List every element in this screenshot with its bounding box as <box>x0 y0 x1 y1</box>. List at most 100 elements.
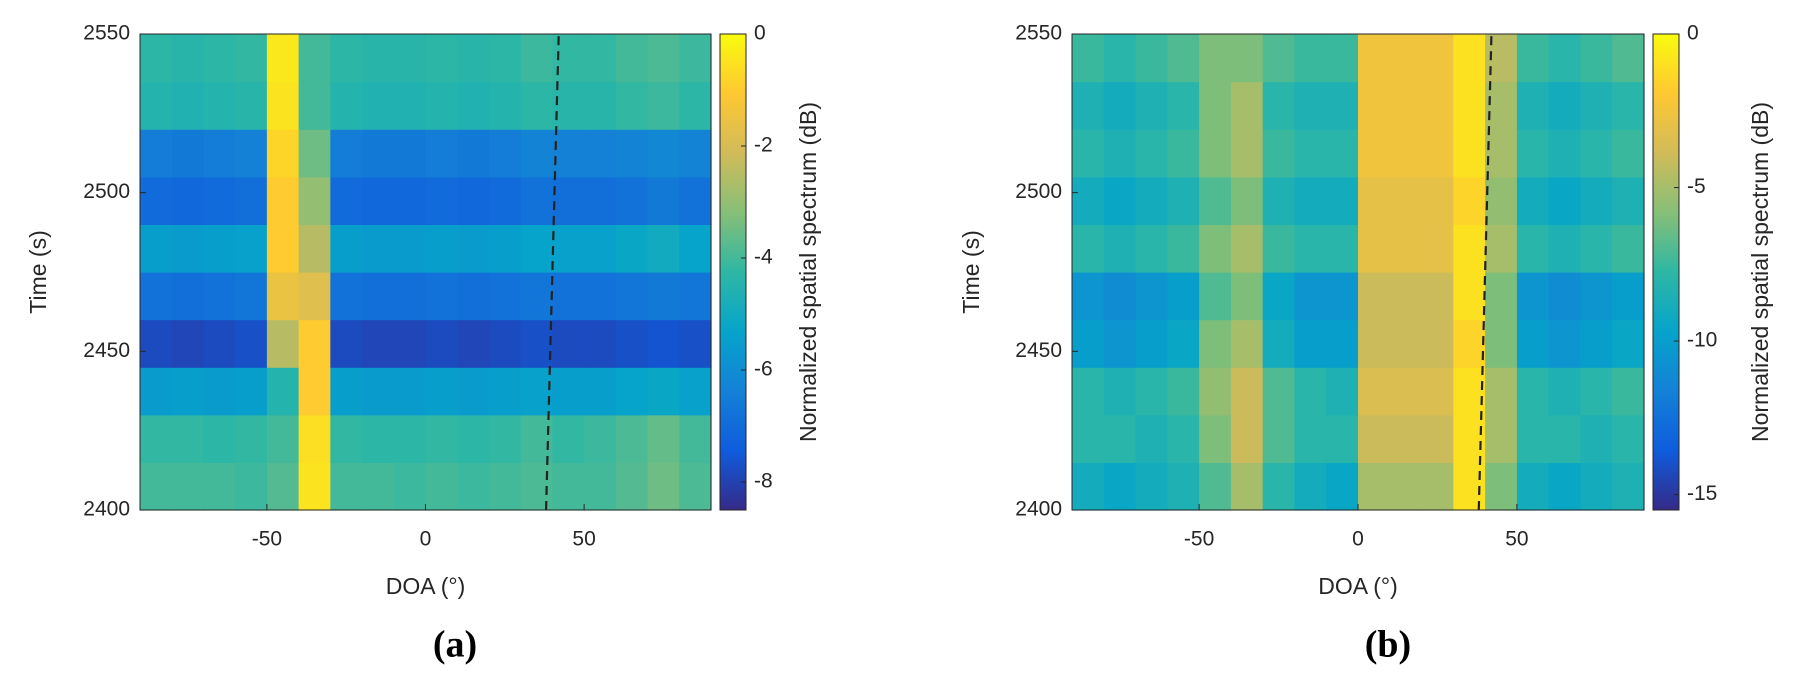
heatmap-cell <box>1389 462 1423 511</box>
heatmap-cell <box>1135 367 1168 416</box>
heatmap-cell <box>140 367 173 416</box>
x-axis-label: DOA (°) <box>1318 573 1397 599</box>
colorbar <box>1652 33 1680 511</box>
heatmap-cell <box>584 34 617 83</box>
heatmap-cell <box>330 367 363 416</box>
heatmap-cell <box>1358 462 1391 511</box>
heatmap-cell <box>235 367 268 416</box>
heatmap-cell <box>1326 81 1359 130</box>
heatmap-cell <box>615 34 649 83</box>
heatmap-cell <box>1103 414 1137 463</box>
heatmap-cell <box>1294 272 1327 321</box>
heatmap-cell <box>488 129 522 178</box>
heatmap-cell <box>1516 367 1550 416</box>
heatmap-cell <box>1453 224 1486 273</box>
heatmap-cell <box>1358 224 1391 273</box>
heatmap-cell <box>393 462 427 511</box>
heatmap-cell <box>488 414 522 463</box>
heatmap-cell <box>235 81 268 130</box>
heatmap-cell <box>1612 367 1645 416</box>
x-tick-label: -50 <box>252 528 282 551</box>
heatmap-cell <box>679 224 712 273</box>
heatmap-cell <box>298 224 331 273</box>
heatmap-cell <box>1389 319 1423 368</box>
heatmap-cell <box>647 81 680 130</box>
heatmap-cell <box>679 319 712 368</box>
heatmap-cell <box>1294 414 1327 463</box>
heatmap-cell <box>1294 367 1327 416</box>
heatmap-cell <box>679 81 712 130</box>
heatmap-cell <box>1167 462 1200 511</box>
heatmap-cell <box>584 176 617 225</box>
heatmap-cell <box>425 129 458 178</box>
heatmap-cell <box>298 462 331 511</box>
heatmap-cell <box>1326 272 1359 321</box>
heatmap-cell <box>1389 272 1423 321</box>
heatmap-cell <box>1389 34 1423 83</box>
heatmap-cell <box>1230 414 1264 463</box>
heatmap-cell <box>362 81 395 130</box>
heatmap-cell <box>1294 224 1327 273</box>
heatmap-cell <box>1389 81 1423 130</box>
heatmap-cell <box>1485 129 1518 178</box>
heatmap-cell <box>266 81 300 130</box>
heatmap-cell <box>171 367 205 416</box>
heatmap-cell <box>1421 224 1454 273</box>
heatmap-cell <box>1516 224 1550 273</box>
heatmap-cell <box>298 34 331 83</box>
heatmap-cell <box>1548 272 1582 321</box>
heatmap-cell <box>1485 414 1518 463</box>
heatmap-cell <box>1548 34 1582 83</box>
heatmap-cell <box>1135 129 1168 178</box>
heatmap-cell <box>1389 367 1423 416</box>
heatmap-cell <box>1453 414 1486 463</box>
heatmap-cell <box>1135 81 1168 130</box>
heatmap-cell <box>1580 367 1613 416</box>
heatmap-cell <box>1072 414 1105 463</box>
y-axis-label: Time (s) <box>25 230 51 313</box>
heatmap-cell <box>1548 176 1582 225</box>
heatmap-cell <box>1326 176 1359 225</box>
heatmap-cell <box>1389 176 1423 225</box>
heatmap-cell <box>425 414 458 463</box>
heatmap-cell <box>1262 129 1296 178</box>
heatmap-cell <box>1072 176 1105 225</box>
heatmap-cell <box>266 319 300 368</box>
heatmap-cell <box>647 176 680 225</box>
heatmap-cell <box>552 462 585 511</box>
heatmap-cell <box>1199 272 1232 321</box>
heatmap-cell <box>584 462 617 511</box>
y-tick-label: 2500 <box>83 180 130 203</box>
colorbar <box>719 33 747 511</box>
heatmap-cell <box>457 462 490 511</box>
heatmap-cell <box>1262 414 1296 463</box>
heatmap-cell <box>1103 319 1137 368</box>
heatmap-cell <box>1072 462 1105 511</box>
heatmap-cell <box>203 462 236 511</box>
heatmap-cell <box>203 81 236 130</box>
heatmap-cell <box>552 224 585 273</box>
heatmap-cell <box>266 129 300 178</box>
heatmap-cell <box>1358 272 1391 321</box>
heatmap-cell <box>584 319 617 368</box>
heatmap-cell <box>520 129 553 178</box>
heatmap-cell <box>647 224 680 273</box>
heatmap-cell <box>1167 224 1200 273</box>
heatmap-cell <box>647 367 680 416</box>
heatmap-cell <box>1358 176 1391 225</box>
reference-line <box>544 33 560 511</box>
heatmap-cell <box>266 34 300 83</box>
heatmap-cell <box>1453 81 1486 130</box>
heatmap-cell <box>330 414 363 463</box>
heatmap-cell <box>584 414 617 463</box>
heatmap-cell <box>1516 176 1550 225</box>
heatmap-cell <box>1580 224 1613 273</box>
heatmap-cell <box>1230 319 1264 368</box>
heatmap-cell <box>362 367 395 416</box>
heatmap-cell <box>362 272 395 321</box>
heatmap-cell <box>1612 272 1645 321</box>
heatmap-cell <box>1580 272 1613 321</box>
heatmap-cell <box>1580 462 1613 511</box>
heatmap-cell <box>1294 34 1327 83</box>
heatmap-cell <box>266 462 300 511</box>
